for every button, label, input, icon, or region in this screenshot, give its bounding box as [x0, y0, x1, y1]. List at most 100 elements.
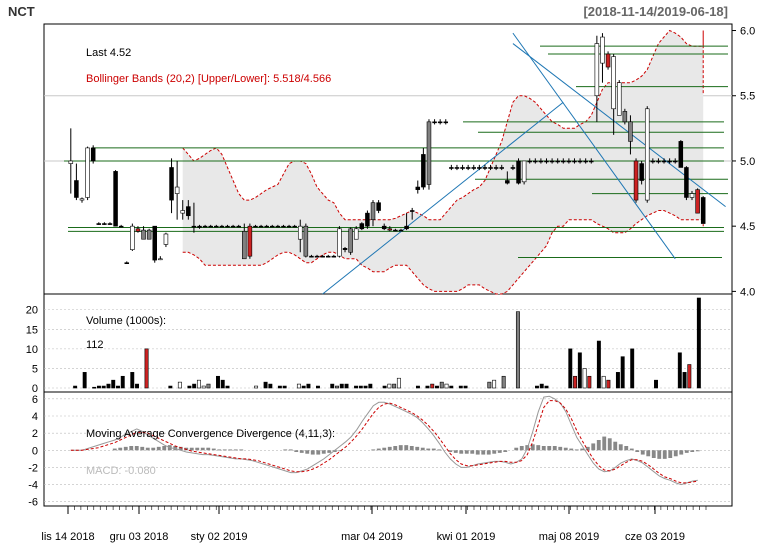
candle-body — [409, 210, 415, 212]
candle-body — [460, 167, 465, 169]
volume-bar — [682, 372, 687, 389]
volume-bar — [654, 379, 658, 389]
x-tick-label: cze 03 2019 — [625, 531, 685, 543]
macd-histogram-bar — [530, 444, 535, 451]
macd-histogram-bar — [536, 445, 541, 451]
macd-histogram-bar — [635, 450, 640, 452]
volume-bar — [425, 385, 430, 389]
volume-bar — [363, 385, 368, 389]
candle-body — [353, 228, 359, 240]
macd-histogram-bar — [514, 447, 519, 451]
volume-bar — [677, 352, 682, 389]
candle-body — [521, 160, 527, 183]
candle-body — [594, 43, 600, 97]
price-ytick-label: 6.0 — [740, 26, 755, 38]
macd-histogram-bar — [591, 443, 596, 451]
volume-bar — [687, 364, 692, 389]
volume-bar — [120, 375, 125, 389]
volume-bar — [444, 383, 449, 389]
price-ytick-label: 5.0 — [740, 156, 755, 168]
candle-body — [577, 160, 583, 163]
volume-bar — [601, 375, 606, 389]
candle-body — [471, 167, 477, 169]
macd-histogram-bar — [448, 450, 453, 452]
candle-body — [146, 229, 152, 240]
macd-histogram-bar — [118, 447, 123, 451]
volume-bar — [435, 385, 439, 389]
macd-histogram-bar — [673, 450, 678, 457]
candle-body — [359, 223, 365, 230]
candle-body — [387, 228, 393, 231]
candle-body — [225, 225, 230, 228]
volume-ytick-label: 10 — [26, 344, 38, 356]
macd-histogram-bar — [288, 449, 293, 451]
candle-body — [113, 171, 118, 227]
volume-bar — [439, 381, 444, 389]
volume-ytick-label: 15 — [26, 324, 38, 336]
macd-histogram-bar — [294, 450, 299, 452]
volume-bar — [492, 379, 497, 389]
candle-body — [583, 160, 588, 163]
volume-bar — [296, 383, 301, 389]
candle-body — [202, 225, 208, 228]
candle-body — [443, 121, 449, 124]
candle-body — [639, 163, 644, 181]
macd-histogram-bar — [558, 446, 563, 451]
panel-macd-frame — [43, 391, 733, 507]
macd-histogram-bar — [327, 450, 332, 453]
candle-body — [689, 193, 695, 198]
candle-body — [297, 225, 303, 240]
volume-bar — [487, 381, 492, 389]
candle-body — [684, 167, 689, 198]
volume-bar — [144, 348, 149, 389]
candle-body — [454, 167, 460, 169]
macd-histogram-bar — [299, 450, 304, 453]
candle-body — [348, 228, 353, 253]
volume-bar — [382, 385, 387, 389]
candle-body — [169, 167, 174, 201]
candle-body — [90, 147, 96, 162]
macd-histogram-bar — [151, 447, 156, 451]
macd-histogram-bar — [195, 447, 200, 451]
trendline — [322, 101, 564, 295]
macd-histogram-bar — [305, 450, 310, 454]
bollinger-bands-label: Bollinger Bands (20,2) [Upper/Lower]: 5.… — [86, 73, 331, 85]
volume-bar — [268, 383, 273, 389]
candle-body — [180, 210, 185, 214]
macd-legend: MACD: -0.080 — [86, 465, 156, 477]
candle-body — [163, 233, 169, 245]
volume-bar — [196, 379, 201, 389]
macd-histogram-bar — [206, 447, 211, 451]
volume-bar — [358, 385, 363, 389]
candle-body — [303, 225, 309, 257]
candle-body — [337, 228, 342, 257]
candle-body — [589, 160, 594, 163]
macd-ytick-label: -6 — [28, 497, 38, 509]
macd-ytick-label: -2 — [28, 462, 38, 474]
macd-histogram-bar — [470, 450, 475, 454]
x-tick-label: kwi 01 2019 — [437, 531, 496, 543]
candle-body — [376, 202, 381, 211]
volume-bar — [315, 385, 320, 389]
macd-histogram-bar — [596, 440, 601, 451]
candle-body — [393, 229, 398, 232]
volume-bar — [458, 385, 463, 389]
candle-body — [197, 225, 202, 228]
macd-histogram-bar — [178, 446, 183, 451]
x-tick-label: lis 14 2018 — [41, 531, 94, 543]
candle-body — [85, 147, 90, 198]
volume-ytick-label: 0 — [32, 383, 38, 395]
volume-bar — [620, 356, 625, 389]
macd-histogram-bar — [310, 450, 315, 455]
candle-body — [253, 225, 258, 228]
volume-bar — [135, 383, 140, 389]
candle-body — [561, 160, 566, 163]
volume-bar — [73, 385, 78, 389]
volume-bar — [515, 311, 520, 389]
candle-body — [191, 225, 197, 228]
candle-body — [437, 121, 443, 124]
candle-body — [230, 225, 236, 228]
volume-bar — [568, 348, 573, 389]
volume-bar — [582, 368, 587, 389]
macd-line — [70, 395, 698, 486]
